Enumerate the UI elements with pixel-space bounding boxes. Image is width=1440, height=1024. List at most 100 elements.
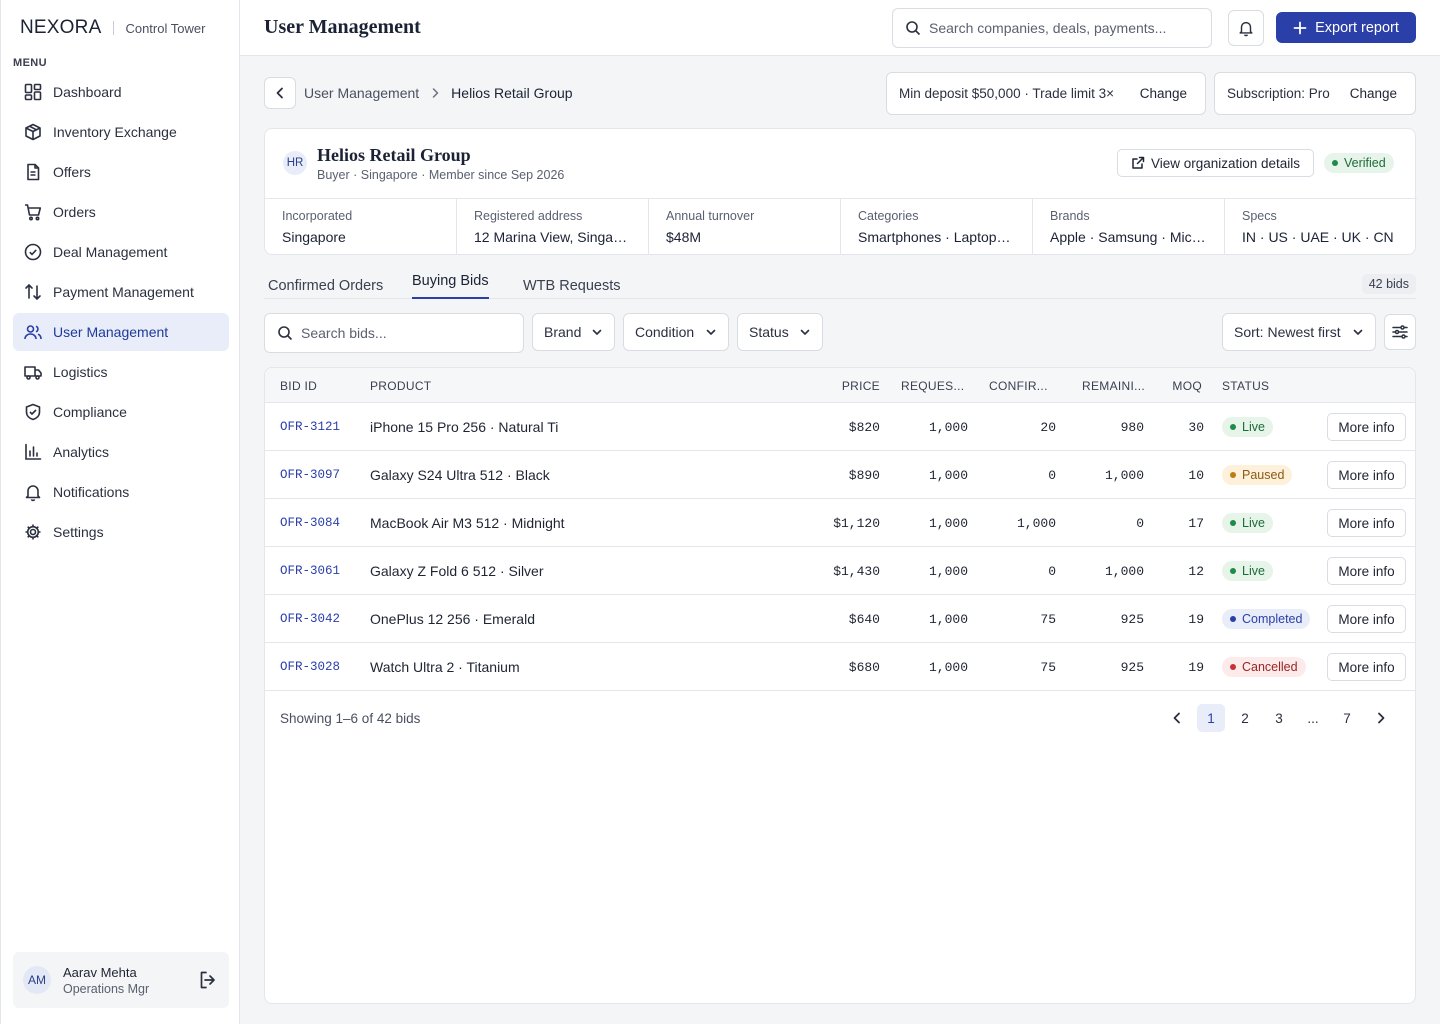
bid-id-link[interactable]: OFR-3084 bbox=[280, 516, 341, 530]
fact-value: Singapore bbox=[282, 229, 346, 245]
status-badge: Paused bbox=[1222, 465, 1293, 485]
condition-filter[interactable]: Condition bbox=[623, 313, 729, 351]
breadcrumb-current: Helios Retail Group bbox=[451, 85, 573, 101]
more-info-button[interactable]: More info bbox=[1327, 653, 1406, 681]
dashboard-icon bbox=[24, 83, 42, 101]
back-button[interactable] bbox=[264, 77, 296, 109]
main-content: User Management Helios Retail Group Min … bbox=[240, 56, 1440, 1024]
sidebar-item-inventory-exchange[interactable]: Inventory Exchange bbox=[13, 113, 229, 151]
chevron-right-icon bbox=[432, 88, 439, 98]
brand-filter[interactable]: Brand bbox=[532, 313, 615, 351]
subscription-box: Subscription: Pro Change bbox=[1214, 72, 1416, 115]
page-button[interactable]: 3 bbox=[1275, 710, 1283, 726]
bid-id-link[interactable]: OFR-3097 bbox=[280, 468, 341, 482]
box-icon bbox=[25, 123, 41, 141]
fact-brands: Brands Apple · Samsung · Microsoft bbox=[1033, 199, 1225, 255]
status-dot bbox=[1230, 520, 1236, 526]
bell-icon bbox=[1239, 21, 1253, 37]
more-info-button[interactable]: More info bbox=[1327, 461, 1406, 489]
more-info-button[interactable]: More info bbox=[1327, 605, 1406, 633]
user-name: Aarav Mehta bbox=[63, 964, 137, 980]
sidebar-item-label: Inventory Exchange bbox=[53, 124, 177, 140]
status-dot bbox=[1230, 616, 1236, 622]
bid-search-input[interactable] bbox=[301, 325, 521, 341]
requested-value: 1,000 bbox=[928, 660, 968, 675]
bid-search bbox=[264, 313, 524, 353]
tab-buying-bids[interactable]: Buying Bids bbox=[412, 273, 489, 299]
page-button[interactable]: 1 bbox=[1197, 704, 1225, 732]
filter-settings-button[interactable] bbox=[1384, 314, 1416, 350]
bell-icon bbox=[25, 485, 41, 502]
col-product[interactable]: PRODUCT bbox=[370, 379, 432, 393]
sidebar-item-settings[interactable]: Settings bbox=[13, 513, 229, 551]
bid-id-link[interactable]: OFR-3121 bbox=[280, 420, 341, 434]
chevron-left-icon bbox=[276, 87, 283, 99]
col-moq[interactable]: MOQ bbox=[1172, 379, 1202, 393]
bid-id-link[interactable]: OFR-3061 bbox=[280, 564, 341, 578]
table-row: OFR-3028 Watch Ultra 2 · Titanium $680 1,00… bbox=[265, 643, 1415, 691]
view-organization-button[interactable]: View organization details bbox=[1117, 149, 1314, 177]
confirmed-value: 75 bbox=[1040, 660, 1056, 675]
col-confirmed[interactable]: CONFIR... bbox=[989, 379, 1048, 393]
filter-bar: Brand Condition Status Sort: Newest firs… bbox=[264, 313, 1416, 353]
deposit-change-button[interactable]: Change bbox=[1139, 86, 1187, 101]
col-bid-id[interactable]: BID ID bbox=[280, 379, 318, 393]
global-search-input[interactable] bbox=[929, 20, 1199, 36]
remaining-value: 925 bbox=[1120, 612, 1144, 627]
remaining-value: 1,000 bbox=[1104, 468, 1144, 483]
sidebar-item-offers[interactable]: Offers bbox=[13, 153, 229, 191]
tab-wtb-requests[interactable]: WTB Requests bbox=[523, 278, 621, 294]
col-price[interactable]: PRICE bbox=[841, 379, 880, 393]
remaining-value: 980 bbox=[1120, 420, 1144, 435]
requested-value: 1,000 bbox=[928, 516, 968, 531]
sidebar-nav: Dashboard Inventory Exchange Offers Orde… bbox=[13, 73, 229, 553]
organization-card: HR Helios Retail Group Buyer · Singapore… bbox=[264, 128, 1417, 255]
sliders-icon bbox=[1392, 325, 1408, 339]
breadcrumb: User Management Helios Retail Group bbox=[304, 85, 573, 101]
fact-categories: Categories Smartphones · Laptops · Weara… bbox=[841, 199, 1033, 255]
sidebar-item-deal-management[interactable]: Deal Management bbox=[13, 233, 229, 271]
notifications-button[interactable] bbox=[1228, 10, 1264, 46]
col-remaining[interactable]: REMAINI... bbox=[1082, 379, 1146, 393]
table-row: OFR-3097 Galaxy S24 Ultra 512 · Black $890… bbox=[265, 451, 1415, 499]
bar-chart-icon bbox=[25, 443, 42, 460]
product-name: iPhone 15 Pro 256 · Natural Ti bbox=[370, 419, 559, 435]
confirmed-value: 20 bbox=[1040, 420, 1056, 435]
external-link-icon bbox=[1132, 156, 1145, 169]
more-info-button[interactable]: More info bbox=[1327, 509, 1406, 537]
breadcrumb-parent[interactable]: User Management bbox=[304, 85, 420, 101]
fact-value: IN · US · UAE · UK · CN bbox=[1242, 229, 1394, 245]
fact-label: Categories bbox=[858, 209, 919, 223]
brand-divider bbox=[113, 21, 115, 35]
product-name: Galaxy Z Fold 6 512 · Silver bbox=[370, 563, 544, 579]
export-report-label: Export report bbox=[1315, 19, 1399, 36]
subscription-change-button[interactable]: Change bbox=[1349, 86, 1397, 101]
sidebar-item-user-management[interactable]: User Management bbox=[13, 313, 229, 351]
bid-id-link[interactable]: OFR-3042 bbox=[280, 612, 341, 626]
sidebar-item-compliance[interactable]: Compliance bbox=[13, 393, 229, 431]
status-label: Cancelled bbox=[1242, 660, 1298, 674]
product-name: MacBook Air M3 512 · Midnight bbox=[370, 515, 565, 531]
col-requested[interactable]: REQUES... bbox=[901, 379, 965, 393]
tab-confirmed-orders[interactable]: Confirmed Orders bbox=[268, 278, 384, 294]
export-report-button[interactable]: Export report bbox=[1276, 12, 1416, 43]
user-role: Operations Mgr bbox=[63, 981, 150, 996]
prev-page-button[interactable] bbox=[1163, 704, 1191, 732]
sidebar-item-orders[interactable]: Orders bbox=[13, 193, 229, 231]
sidebar-item-payment-management[interactable]: Payment Management bbox=[13, 273, 229, 311]
bid-id-link[interactable]: OFR-3028 bbox=[280, 660, 341, 674]
sidebar-item-analytics[interactable]: Analytics bbox=[13, 433, 229, 471]
more-info-button[interactable]: More info bbox=[1327, 413, 1406, 441]
next-page-button[interactable] bbox=[1367, 704, 1395, 732]
logout-icon[interactable] bbox=[197, 969, 219, 991]
page-button[interactable]: 7 bbox=[1343, 710, 1351, 726]
sidebar-item-logistics[interactable]: Logistics bbox=[13, 353, 229, 391]
arrows-updown-icon bbox=[25, 283, 41, 301]
sidebar-item-notifications[interactable]: Notifications bbox=[13, 473, 229, 511]
sort-dropdown[interactable]: Sort: Newest first bbox=[1222, 313, 1376, 351]
status-filter[interactable]: Status bbox=[737, 313, 823, 351]
sidebar-item-dashboard[interactable]: Dashboard bbox=[13, 73, 229, 111]
more-info-button[interactable]: More info bbox=[1327, 557, 1406, 585]
page-button[interactable]: 2 bbox=[1241, 710, 1249, 726]
col-status[interactable]: STATUS bbox=[1222, 379, 1270, 393]
